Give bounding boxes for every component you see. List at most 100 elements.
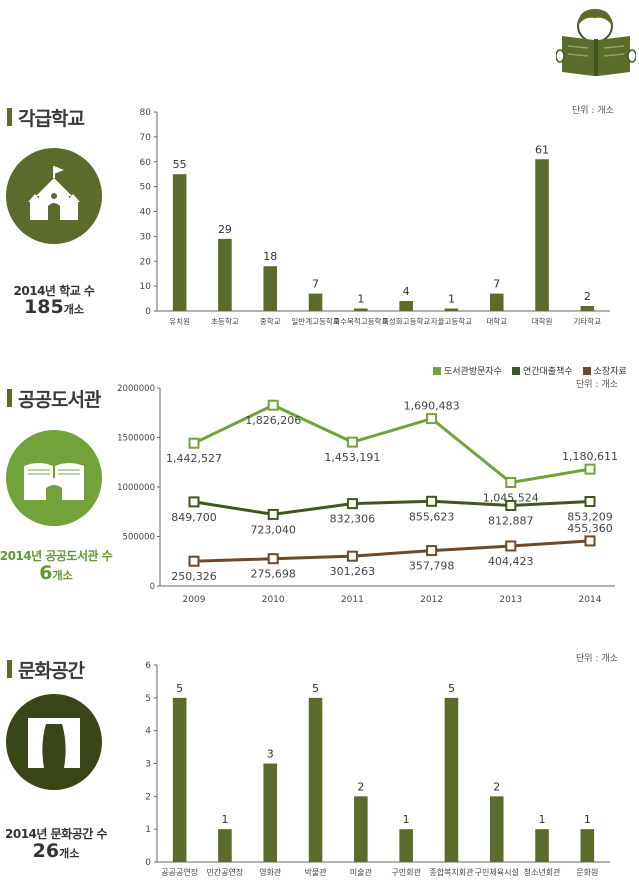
- bar-value-label: 2: [493, 780, 500, 793]
- chart-schools: 0 10 20 30 40 50 60 70 80 55 유치원 29 초등학교 18 중학교 7 일반계고등학…: [140, 108, 610, 326]
- stat-unit: 개소: [59, 847, 80, 860]
- x-category-label: 특수목적고등학교: [333, 316, 388, 326]
- section-title-culture: 문화공간: [18, 660, 85, 682]
- stat-value-culture: 26개소: [0, 840, 126, 862]
- stat-unit: 개소: [52, 569, 73, 582]
- data-label: 357,798: [409, 560, 455, 573]
- y-tick-label: 5: [145, 694, 151, 704]
- y-tick-label: 50: [140, 183, 152, 193]
- x-category-label: 중학교: [260, 316, 281, 326]
- stat-value-libraries: 6개소: [0, 562, 126, 584]
- bar: [218, 238, 232, 311]
- x-category-label: 청소년회관: [524, 867, 561, 877]
- y-tick-label: 1000000: [117, 483, 155, 493]
- x-category-label: 민간공연장: [207, 867, 244, 877]
- chart-culture: 0 1 2 3 4 5 6 5 공공공연장 1 민간공연장 3 영화관 5 박물관 2 미술관 1 구민회관 5 종합복…: [145, 661, 610, 877]
- bar: [399, 829, 413, 862]
- data-label: 301,263: [330, 565, 376, 578]
- bar: [263, 763, 278, 862]
- x-category-label: 일반계고등학교: [291, 316, 339, 326]
- x-category-label: 구민체육시설: [475, 867, 519, 877]
- data-label: 1,453,191: [324, 451, 380, 464]
- bar: [444, 308, 459, 311]
- y-tick-label: 2: [145, 792, 151, 802]
- data-label: 832,306: [330, 513, 376, 526]
- bar: [354, 796, 368, 862]
- stage-curtain-icon: [28, 718, 80, 768]
- data-point: [584, 496, 596, 508]
- bar: [354, 308, 368, 311]
- bar: [489, 293, 504, 311]
- bar: [218, 829, 232, 862]
- bar-value-label: 2: [357, 780, 364, 793]
- unit-label-schools: 단위 : 개소: [572, 106, 614, 116]
- x-category-label: 특성화고등학교: [382, 316, 430, 326]
- data-label: 853,209: [567, 511, 613, 524]
- x-category-label: 영화관: [259, 867, 282, 877]
- data-point: [346, 550, 358, 562]
- legend-libraries: 도서관방문자수 연간대출책수 소장자료: [433, 364, 627, 377]
- data-label: 723,040: [250, 523, 296, 536]
- stat-unit: 개소: [63, 303, 84, 316]
- y-tick-label: 4: [145, 727, 151, 737]
- x-tick-label: 2010: [262, 595, 285, 605]
- data-label: 812,887: [488, 515, 534, 528]
- legend-item: 연간대출책수: [511, 364, 573, 377]
- x-tick-label: 2012: [420, 595, 443, 605]
- data-point: [584, 535, 596, 547]
- bar-value-label: 18: [263, 250, 277, 263]
- bar-value-label: 1: [584, 813, 591, 826]
- series-line: [193, 403, 591, 485]
- data-point: [584, 463, 596, 475]
- x-tick-label: 2009: [183, 595, 206, 605]
- data-point: [188, 555, 200, 567]
- y-tick-label: 40: [140, 208, 152, 218]
- legend-swatch: [433, 366, 441, 375]
- y-tick-label: 10: [140, 282, 152, 292]
- bar-value-label: 1: [448, 293, 455, 306]
- y-tick-label: 30: [140, 232, 152, 242]
- section-marker: [7, 660, 12, 678]
- y-tick-label: 1: [145, 825, 151, 835]
- bar-value-label: 55: [173, 158, 187, 171]
- y-tick-label: 70: [140, 133, 152, 143]
- x-category-label: 대학교: [486, 316, 507, 326]
- x-tick-label: 2011: [341, 595, 364, 605]
- data-label: 1,045,524: [483, 491, 539, 504]
- data-label: 1,690,483: [404, 400, 460, 413]
- bar-value-label: 1: [221, 813, 228, 826]
- legend-swatch: [511, 366, 520, 375]
- y-tick-label: 0: [145, 307, 151, 317]
- legend-label: 도서관방문자수: [444, 367, 502, 377]
- y-tick-label: 0: [150, 582, 155, 592]
- x-category-label: 문화원: [576, 868, 598, 877]
- legend-item: 도서관방문자수: [433, 364, 502, 377]
- person-reading-book-icon: [556, 9, 636, 76]
- stat-label-schools: 2014년 학교 수: [13, 284, 95, 298]
- bar-value-label: 1: [357, 293, 364, 306]
- section-marker: [7, 389, 12, 407]
- y-tick-label: 500000: [123, 533, 155, 543]
- data-point: [426, 545, 438, 557]
- stat-number: 6: [39, 562, 53, 584]
- bar: [308, 293, 323, 311]
- data-point: [188, 496, 200, 508]
- bar-value-label: 5: [448, 682, 455, 695]
- x-category-label: 종합복지회관: [429, 867, 474, 877]
- bar-value-label: 2: [584, 290, 591, 303]
- data-point: [505, 476, 517, 488]
- x-category-label: 박물관: [305, 867, 328, 877]
- data-label: 404,423: [488, 555, 534, 568]
- library-book-icon: [24, 463, 84, 500]
- x-tick-label: 2014: [579, 595, 602, 605]
- data-point: [426, 413, 438, 425]
- bar: [308, 697, 323, 862]
- bar-value-label: 3: [267, 748, 274, 761]
- data-label: 849,700: [171, 511, 217, 524]
- bar-value-label: 1: [539, 813, 546, 826]
- data-point: [267, 399, 279, 411]
- x-category-label: 대학원: [532, 316, 553, 326]
- unit-label-libraries: 단위 : 개소: [576, 380, 618, 390]
- stat-label-libraries: 2014년 공공도서관 수: [0, 549, 113, 563]
- legend-swatch: [582, 366, 591, 375]
